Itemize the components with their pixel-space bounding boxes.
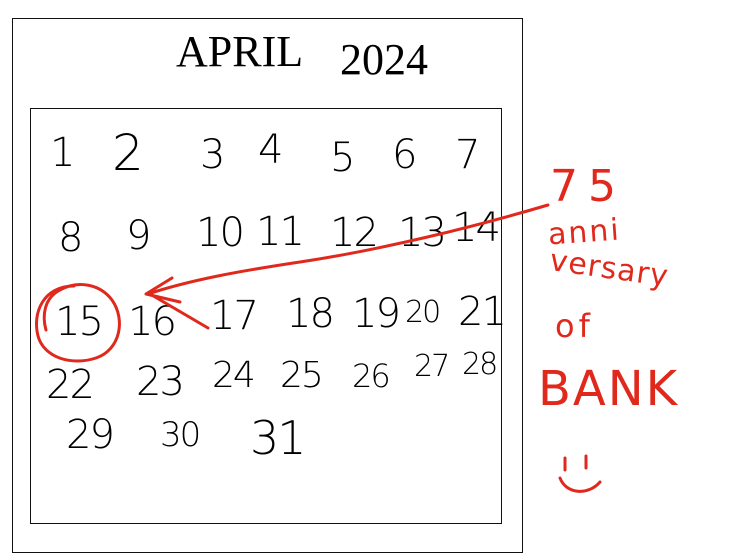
day-28: 28 <box>462 347 498 382</box>
calendar-outer-frame <box>12 18 523 553</box>
day-5: 5 <box>330 135 355 181</box>
day-30: 30 <box>160 415 201 455</box>
day-23: 23 <box>136 359 185 405</box>
day-19: 19 <box>352 291 401 337</box>
day-2: 2 <box>112 124 144 182</box>
arrow-tail-icon <box>148 292 210 330</box>
calendar-month: APRIL <box>176 27 304 76</box>
calendar-days-frame <box>30 108 502 524</box>
day-21: 21 <box>458 289 507 335</box>
arrow-line-icon <box>146 203 550 296</box>
day-6: 6 <box>392 132 417 178</box>
day-1: 1 <box>50 130 75 176</box>
day-11: 11 <box>256 209 305 255</box>
day-17: 17 <box>210 293 259 339</box>
day-26: 26 <box>352 357 391 395</box>
day-8: 8 <box>58 215 83 261</box>
calendar-year: 2024 <box>340 35 428 84</box>
day-9: 9 <box>126 213 151 259</box>
day-16: 16 <box>128 299 177 345</box>
day-22: 22 <box>46 362 95 408</box>
day-12: 12 <box>330 210 379 256</box>
day-29: 29 <box>66 412 115 458</box>
day-15: 15 <box>55 299 104 345</box>
annotation-line-bank: BANK <box>538 361 680 417</box>
annotation-line-of: of <box>555 307 594 345</box>
day-31: 31 <box>250 411 307 465</box>
day-4: 4 <box>258 127 283 173</box>
smiley-face-icon <box>558 476 602 493</box>
day-18: 18 <box>286 291 335 337</box>
day-10: 10 <box>196 210 245 256</box>
day-27: 27 <box>414 349 450 384</box>
arrow-head-icon <box>144 276 182 304</box>
highlight-circle-icon <box>35 283 121 363</box>
day-24: 24 <box>212 355 256 396</box>
day-20: 20 <box>405 295 441 330</box>
day-25: 25 <box>280 355 324 396</box>
day-3: 3 <box>200 132 225 178</box>
annotation-number: 75 <box>550 161 626 212</box>
day-7: 7 <box>455 132 480 178</box>
